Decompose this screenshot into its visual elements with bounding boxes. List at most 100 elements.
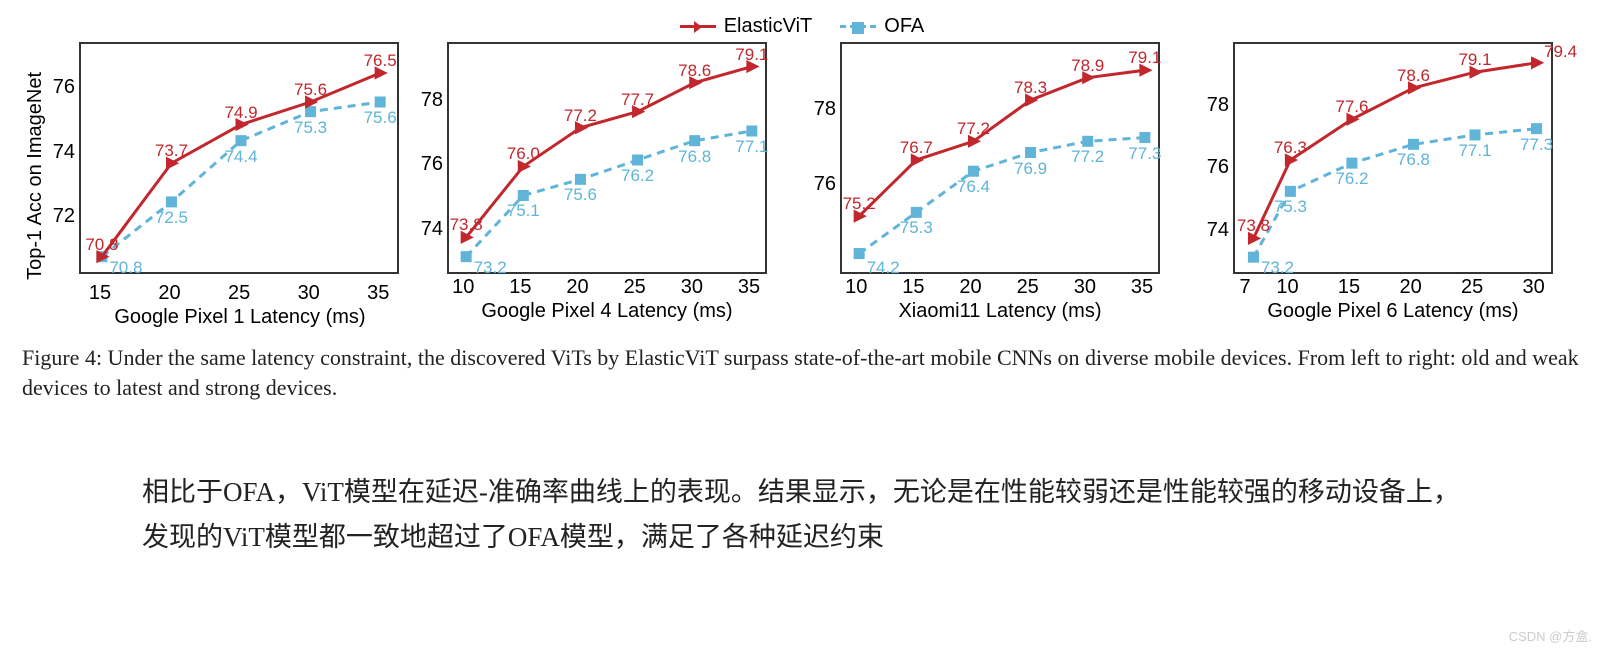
x-tick-label: 10 [452, 276, 474, 299]
x-axis-label: Google Pixel 4 Latency (ms) [447, 300, 767, 323]
elastic-point-label: 76.3 [1274, 138, 1307, 158]
ofa-marker [236, 135, 247, 146]
ofa-point-label: 77.1 [735, 137, 768, 157]
x-tick-label: 7 [1239, 276, 1250, 299]
ofa-marker [166, 196, 177, 207]
elastic-point-label: 77.7 [621, 90, 654, 110]
ofa-marker [518, 190, 529, 201]
elastic-point-label: 77.2 [564, 106, 597, 126]
x-tick-label: 25 [228, 282, 250, 305]
elastic-point-label: 79.1 [735, 45, 768, 65]
ofa-point-label: 75.6 [364, 108, 397, 128]
x-axis-label: Xiaomi11 Latency (ms) [840, 300, 1160, 323]
y-ticks: 747678 [1201, 42, 1233, 274]
ofa-marker [375, 97, 386, 108]
elastic-point-label: 78.9 [1071, 56, 1104, 76]
x-tick-label: 30 [1523, 276, 1545, 299]
elastic-point-label: 76.5 [364, 51, 397, 71]
x-tick-label: 20 [566, 276, 588, 299]
y-tick-label: 76 [814, 173, 836, 196]
ofa-point-label: 75.6 [564, 185, 597, 205]
x-ticks: 101520253035 [447, 274, 796, 298]
y-tick-label: 74 [421, 218, 443, 241]
x-axis-label: Google Pixel 6 Latency (ms) [1233, 300, 1553, 323]
x-ticks: 71015202530 [1233, 274, 1582, 298]
chart-panel-0: Top-1 Acc on ImageNet72747670.873.774.97… [22, 42, 403, 329]
plot-area: 75.276.777.278.378.979.174.275.376.476.9… [840, 42, 1160, 274]
triangle-marker-icon [680, 25, 716, 28]
x-tick-label: 30 [298, 282, 320, 305]
legend-label-elasticvit: ElasticViT [724, 15, 813, 38]
ofa-marker [1025, 147, 1036, 158]
legend-item-ofa: OFA [840, 15, 924, 38]
chinese-paragraph: 相比于OFA，ViT模型在延迟-准确率曲线上的表现。结果显示，无论是在性能较弱还… [142, 470, 1472, 559]
y-tick-label: 76 [421, 153, 443, 176]
y-tick-label: 72 [53, 205, 75, 228]
ofa-point-label: 76.4 [957, 177, 990, 197]
x-ticks: 101520253035 [840, 274, 1189, 298]
ofa-point-label: 77.2 [1071, 147, 1104, 167]
elastic-point-label: 78.6 [1397, 66, 1430, 86]
elastic-point-label: 73.7 [155, 141, 188, 161]
elastic-point-label: 77.2 [957, 119, 990, 139]
y-tick-label: 74 [1207, 219, 1229, 242]
ofa-point-label: 72.5 [155, 208, 188, 228]
y-ticks: 7678 [808, 42, 840, 274]
ofa-point-label: 75.3 [294, 118, 327, 138]
ofa-point-label: 75.3 [900, 218, 933, 238]
elastic-point-label: 76.0 [507, 144, 540, 164]
chart-panel-2: 767875.276.777.278.378.979.174.275.376.4… [808, 42, 1189, 329]
ofa-marker [911, 207, 922, 218]
ofa-marker [854, 248, 865, 259]
y-tick-label: 76 [1207, 156, 1229, 179]
x-tick-label: 25 [1461, 276, 1483, 299]
x-tick-label: 10 [1276, 276, 1298, 299]
ofa-point-label: 76.2 [621, 166, 654, 186]
plot-area: 73.876.377.678.679.179.473.275.376.276.8… [1233, 42, 1553, 274]
ofa-point-label: 70.8 [109, 258, 142, 278]
elastic-point-label: 74.9 [224, 103, 257, 123]
elastic-point-label: 73.8 [1237, 216, 1270, 236]
chart-panel-3: 74767873.876.377.678.679.179.473.275.376… [1201, 42, 1582, 329]
x-ticks: 15 20 25 30 35 [80, 280, 403, 304]
elastic-point-label: 76.7 [900, 138, 933, 158]
x-tick-label: 10 [845, 276, 867, 299]
ofa-marker [1346, 158, 1357, 169]
ofa-marker [968, 166, 979, 177]
ofa-marker [1408, 139, 1419, 150]
x-tick-label: 30 [681, 276, 703, 299]
x-tick-label: 35 [367, 282, 389, 305]
elastic-point-label: 77.6 [1335, 97, 1368, 117]
ofa-point-label: 77.3 [1520, 135, 1553, 155]
ofa-point-label: 76.2 [1335, 169, 1368, 189]
plot-area: 73.876.077.277.778.679.173.275.175.676.2… [447, 42, 767, 274]
ofa-marker [1470, 129, 1481, 140]
x-axis-label: Google Pixel 1 Latency (ms) [80, 306, 400, 329]
legend-label-ofa: OFA [884, 15, 924, 38]
ofa-marker [1139, 132, 1150, 143]
x-tick-label: 35 [1131, 276, 1153, 299]
elastic-point-label: 78.3 [1014, 78, 1047, 98]
elastic-marker [1531, 56, 1544, 69]
x-tick-label: 20 [959, 276, 981, 299]
x-tick-label: 25 [624, 276, 646, 299]
ofa-point-label: 77.3 [1128, 144, 1161, 164]
elastic-point-label: 73.8 [450, 215, 483, 235]
ofa-point-label: 77.1 [1458, 141, 1491, 161]
x-tick-label: 15 [89, 282, 111, 305]
ofa-marker [1285, 186, 1296, 197]
elastic-point-label: 79.4 [1544, 42, 1577, 62]
elastic-point-label: 70.8 [85, 235, 118, 255]
x-tick-label: 20 [158, 282, 180, 305]
square-marker-icon [840, 25, 876, 28]
ofa-marker [461, 251, 472, 262]
chart-legend: ElasticViT OFA [22, 15, 1582, 38]
ofa-marker [305, 106, 316, 117]
y-tick-label: 76 [53, 76, 75, 99]
y-axis-label: Top-1 Acc on ImageNet [22, 42, 47, 280]
elastic-point-label: 78.6 [678, 61, 711, 81]
x-tick-label: 15 [902, 276, 924, 299]
x-tick-label: 30 [1074, 276, 1096, 299]
elastic-point-label: 79.1 [1128, 48, 1161, 68]
legend-item-elasticvit: ElasticViT [680, 15, 813, 38]
